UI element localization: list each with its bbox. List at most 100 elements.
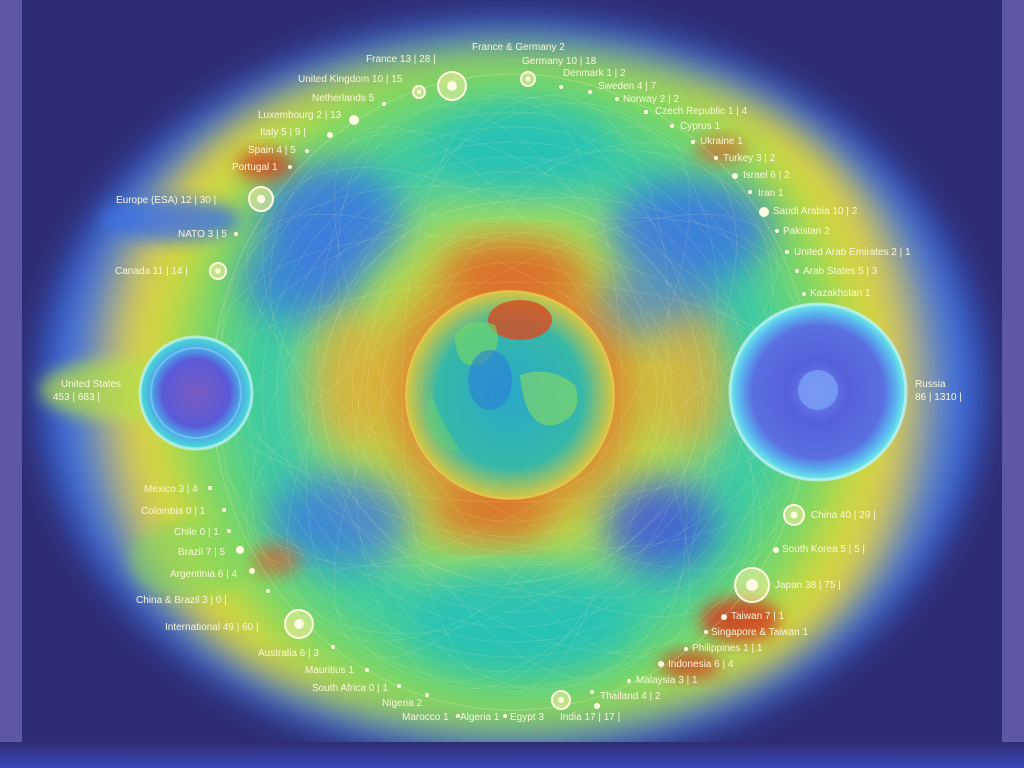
country-label-uae: United Arab Emirates 2 | 1 [794,247,911,258]
country-marker-mexico[interactable] [208,486,212,490]
country-label-saudi: Saudi Arabia 10 | 2 [773,206,858,217]
country-marker-kazakhstan[interactable] [802,292,806,296]
country-marker-core [790,511,798,519]
heat-hot-spot [442,240,582,300]
country-label-esa: Europe (ESA) 12 | 30 | [116,195,216,206]
orbit-shell [351,231,673,553]
country-label-argentina: Argentinia 6 | 4 [170,569,238,580]
heat-side-blob [100,198,240,242]
country-label-mauritius: Mauritius 1 [305,665,354,676]
country-label-india: India 17 | 17 | [560,712,620,723]
orbit-shell [306,186,718,598]
earth-continent [520,371,578,426]
country-marker-nigeria[interactable] [425,693,429,697]
country-marker-portugal[interactable] [288,165,292,169]
country-marker-colombia[interactable] [222,508,226,512]
country-marker-taiwan[interactable] [721,614,727,620]
country-label-portugal: Portugal 1 [232,162,278,173]
country-label-international: International 49 | 60 | [165,622,259,633]
russia-bubble-rim [728,302,908,482]
russia-value-label: 86 | 1310 | [915,392,962,403]
orbit-path [401,91,623,693]
country-marker-thailand[interactable] [590,690,594,694]
country-label-singapore-taiwan: Singapore & Taiwan 1 [711,627,809,638]
heat-cool-lobe [410,565,630,675]
country-marker-ukraine[interactable] [691,140,695,144]
earth-rim [405,290,615,500]
earth-continent [425,390,460,451]
country-marker-chile[interactable] [227,529,231,533]
country-marker-core [416,89,422,95]
country-marker-core [215,268,221,274]
country-label-indonesia: Indonesia 6 | 4 [668,659,734,670]
country-marker-philippines[interactable] [684,647,688,651]
country-marker-south-africa[interactable] [397,684,401,688]
country-marker-malaysia[interactable] [627,679,631,683]
country-marker-iran[interactable] [748,190,752,194]
country-marker-china-brazil[interactable] [266,589,270,593]
country-marker-south-korea[interactable] [773,547,779,553]
country-marker-marocco[interactable] [456,714,460,718]
country-marker-saudi[interactable] [759,207,769,217]
country-labels: United States 453 | 683 | Russia 86 | 13… [53,42,962,723]
country-marker-core [525,76,531,82]
country-label-france: France 13 | 28 | [366,54,436,65]
heat-hot-spot [695,136,745,164]
country-label-israel: Israel 6 | 2 [743,170,790,181]
country-marker-spain[interactable] [305,149,309,153]
country-marker-uae[interactable] [785,250,789,254]
country-label-ukraine: Ukraine 1 [700,136,743,147]
orbit-shell [336,216,688,568]
heat-cool-lobe [605,480,715,570]
country-label-japan: Japan 38 | 75 | [775,580,841,591]
heat-cool-lobe [240,240,360,320]
country-label-algeria: Algeria 1 [460,712,500,723]
country-marker-india[interactable] [594,703,600,709]
country-marker-singapore-taiwan[interactable] [704,630,708,634]
country-label-kazakhstan: Kazakhstan 1 [810,288,871,299]
country-marker-turkey[interactable] [714,156,718,160]
country-marker-sweden[interactable] [588,90,592,94]
country-marker-nato[interactable] [234,232,238,236]
earth-hot-zone [488,300,552,340]
country-marker-norway[interactable] [615,97,619,101]
orbit-path [305,102,719,682]
country-marker-brazil[interactable] [236,546,244,554]
country-marker-israel[interactable] [732,173,738,179]
country-marker-arab[interactable] [795,269,799,273]
country-marker-argentina[interactable] [249,568,255,574]
country-label-marocco: Marocco 1 [402,712,449,723]
country-label-china-brazil: China & Brazil 3 | 0 | [136,595,227,606]
us-bubble[interactable] [140,337,252,449]
country-marker-luxembourg[interactable] [349,115,359,125]
orbit-shell [381,261,643,523]
country-label-nigeria: Nigeria 2 [382,698,422,709]
country-marker-czech[interactable] [644,110,648,114]
country-label-chile: Chile 0 | 1 [174,527,219,538]
heat-hot-spot [650,310,730,450]
country-marker-netherlands[interactable] [382,102,386,106]
country-marker-core [294,619,304,629]
heat-cool-lobe [610,180,770,280]
country-marker-cyprus[interactable] [670,124,674,128]
country-marker-australia[interactable] [331,645,335,649]
country-marker-indonesia[interactable] [658,661,664,667]
country-label-mexico: Mexico 3 | 4 [144,484,198,495]
country-marker-italy[interactable] [327,132,333,138]
russia-name-label: Russia [915,379,946,390]
us-name-label: United States [61,379,121,390]
country-marker-algeria[interactable] [503,714,507,718]
bottom-frame-bar [0,742,1024,768]
country-marker-mauritius[interactable] [365,668,369,672]
russia-bubble-core [798,370,838,410]
country-label-australia: Australia 6 | 3 [258,648,319,659]
left-frame-bar [0,0,22,768]
country-marker-pakistan[interactable] [775,229,779,233]
country-label-egypt: Egypt 3 [510,712,544,723]
country-label-turkey: Turkey 3 | 2 [723,153,776,164]
country-label-arab: Arab States 5 | 3 [803,266,878,277]
country-marker-core [447,81,457,91]
orbit-path [246,213,778,571]
heat-hot-spot [430,490,550,540]
country-marker-denmark[interactable] [559,85,563,89]
